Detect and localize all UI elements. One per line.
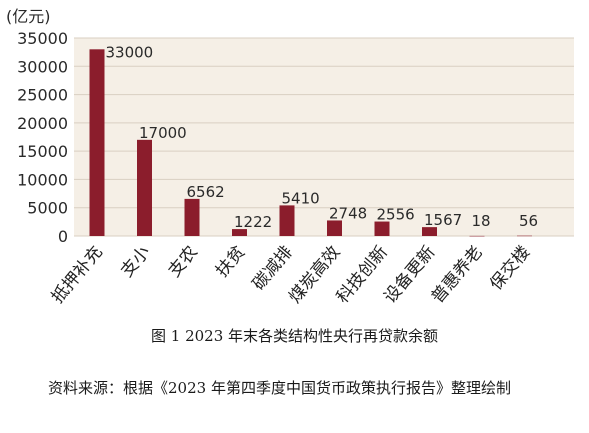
bar-chart: (亿元) 0 5000 10000 15000 20000 25000 30000 35000… (6, 7, 574, 307)
y-tick-label: 15000 (17, 142, 68, 161)
figure-caption: 图 1 2023 年末各类结构性央行再贷款余额 (150, 327, 439, 345)
bar (422, 227, 437, 236)
data-label: 17000 (139, 124, 187, 142)
y-axis-unit-label: (亿元) (6, 7, 51, 26)
bar (374, 221, 390, 236)
y-tick-label: 0 (58, 227, 68, 246)
data-label: 2748 (329, 204, 367, 222)
y-tick-label: 20000 (17, 114, 68, 133)
bar (89, 49, 105, 236)
y-tick-label: 25000 (17, 86, 68, 105)
source-note: 资料来源：根据《2023 年第四季度中国货币政策执行报告》整理绘制 (48, 379, 511, 397)
data-label: 33000 (106, 43, 154, 61)
bar (517, 235, 532, 237)
bars (89, 49, 532, 237)
y-tick-label: 5000 (27, 199, 68, 218)
y-tick-labels: 0 5000 10000 15000 20000 25000 30000 35000 (17, 29, 68, 246)
data-label: 1567 (424, 211, 462, 229)
category-label: 扶贫 (212, 242, 249, 281)
category-label: 支农 (165, 242, 202, 281)
y-tick-label: 35000 (17, 29, 68, 48)
data-label: 2556 (377, 206, 415, 224)
bar (279, 205, 295, 236)
data-labels: 33000 17000 6562 1222 5410 2748 2556 1567 18 56 (106, 43, 539, 231)
data-label: 6562 (187, 183, 225, 201)
y-tick-label: 30000 (17, 57, 68, 76)
data-label: 1222 (234, 213, 272, 231)
category-label: 支小 (117, 242, 154, 281)
data-label: 5410 (282, 189, 320, 207)
category-label: 碳减排 (249, 242, 297, 294)
category-label: 普惠养老 (428, 242, 487, 307)
category-label: 保交楼 (486, 242, 534, 294)
bar (137, 139, 152, 236)
y-tick-label: 10000 (17, 170, 68, 189)
bar (232, 229, 247, 236)
grid-layer (74, 37, 574, 237)
bar (469, 235, 485, 237)
data-label: 18 (471, 212, 490, 230)
category-label: 抵押补充 (48, 242, 107, 307)
bar (184, 198, 200, 236)
data-label: 56 (519, 212, 538, 230)
bar (327, 220, 342, 236)
chart-panel (74, 38, 574, 236)
